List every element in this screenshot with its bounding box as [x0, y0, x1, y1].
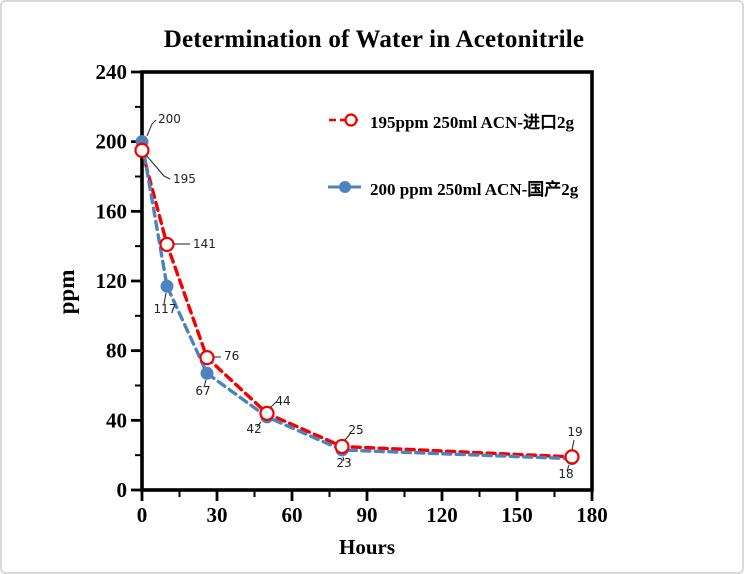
svg-text:60: 60	[282, 503, 303, 527]
chart-title: Determination of Water in Acetonitrile	[163, 26, 585, 53]
svg-text:18: 18	[558, 467, 573, 481]
point-labels: 195 141 76 44 25 19 200 117 67 42 23 18	[145, 112, 583, 481]
svg-text:160: 160	[96, 199, 128, 223]
legend-label-imported: 195ppm 250ml ACN-进口2g	[370, 112, 575, 132]
legend: 195ppm 250ml ACN-进口2g 200 ppm 250ml ACN-…	[328, 108, 578, 199]
legend-label-domestic: 200 ppm 250ml ACN-国产2g	[370, 179, 579, 199]
series-line-0	[140, 148, 574, 459]
svg-text:19: 19	[567, 425, 582, 439]
legend-item-domestic: 200 ppm 250ml ACN-国产2g	[328, 175, 578, 199]
y-axis: 0 40 80 120 160 200 240	[96, 60, 141, 502]
svg-text:240: 240	[96, 60, 128, 84]
svg-text:23: 23	[336, 456, 351, 470]
svg-text:25: 25	[348, 423, 363, 437]
svg-text:40: 40	[106, 408, 127, 432]
red-dashed-open-circle-icon	[329, 113, 358, 127]
svg-text:120: 120	[426, 503, 458, 527]
svg-text:120: 120	[96, 269, 128, 293]
x-axis-title: Hours	[338, 535, 395, 559]
svg-text:42: 42	[246, 422, 261, 436]
series-markers	[134, 135, 580, 466]
svg-text:150: 150	[501, 503, 533, 527]
svg-text:90: 90	[357, 503, 378, 527]
svg-text:117: 117	[154, 302, 177, 316]
svg-text:141: 141	[193, 237, 216, 251]
series-line-1	[140, 139, 574, 461]
svg-text:0: 0	[117, 478, 128, 502]
blue-line-filled-circle-icon	[328, 181, 361, 193]
svg-text:0: 0	[137, 503, 148, 527]
svg-text:30: 30	[207, 503, 228, 527]
svg-text:200: 200	[158, 112, 181, 126]
svg-text:80: 80	[106, 339, 127, 363]
svg-text:200: 200	[96, 130, 128, 154]
svg-text:67: 67	[195, 384, 210, 398]
legend-item-imported: 195ppm 250ml ACN-进口2g	[328, 108, 578, 132]
svg-text:44: 44	[275, 394, 290, 408]
svg-text:76: 76	[224, 349, 239, 363]
svg-text:195: 195	[173, 172, 196, 186]
x-axis: 0 30 60 90 120 150 180	[137, 491, 608, 527]
axis-frame	[140, 70, 594, 492]
svg-text:180: 180	[576, 503, 608, 527]
